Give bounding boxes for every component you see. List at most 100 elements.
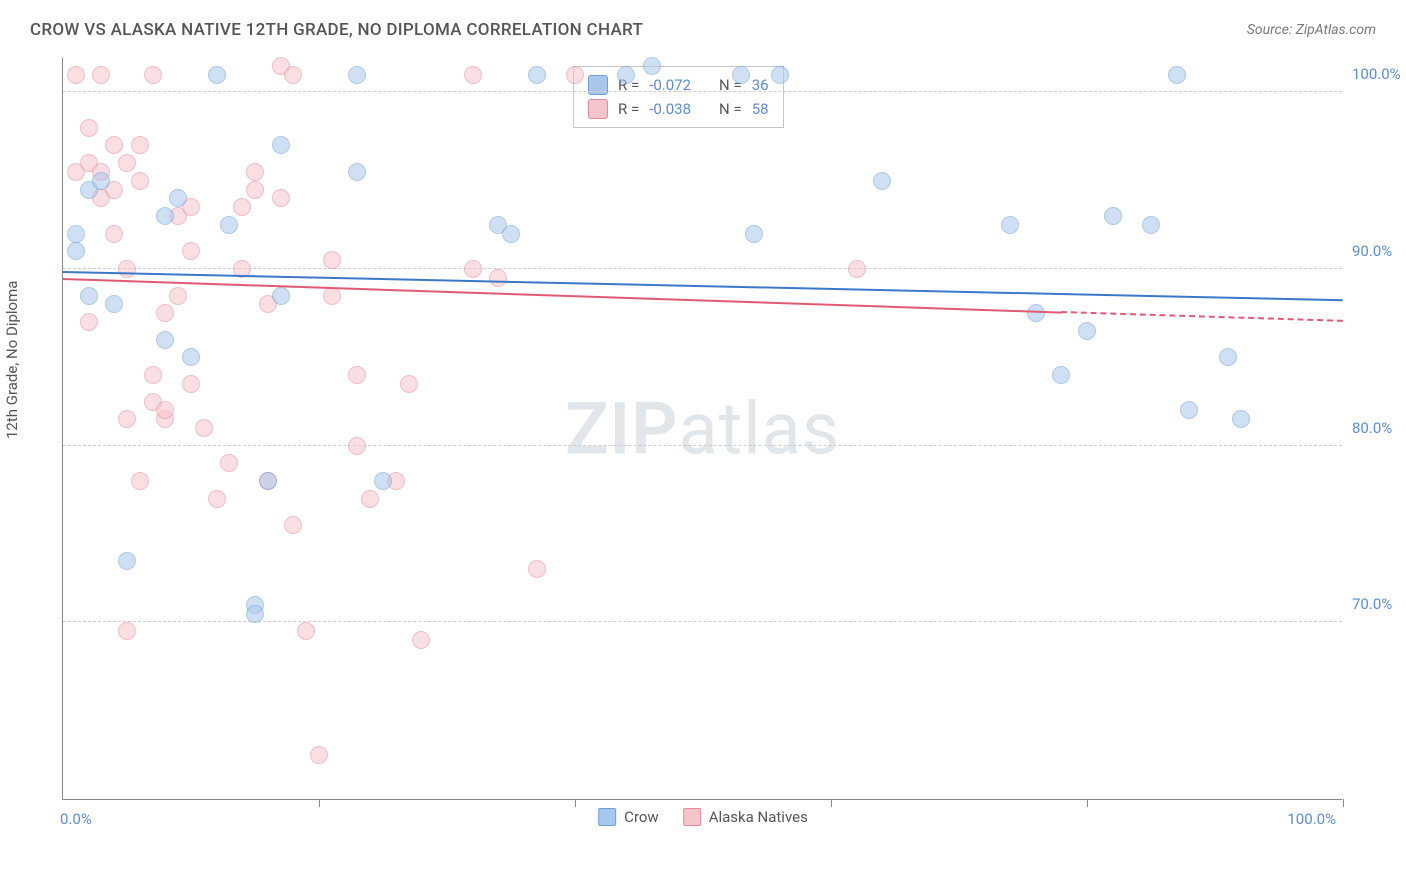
data-point-alaska	[144, 66, 162, 84]
swatch-crow-small	[598, 808, 616, 826]
data-point-crow	[272, 136, 290, 154]
data-point-crow	[169, 189, 187, 207]
data-point-crow	[745, 225, 763, 243]
data-point-alaska	[246, 163, 264, 181]
data-point-crow	[732, 66, 750, 84]
data-point-alaska	[131, 472, 149, 490]
data-point-crow	[1078, 322, 1096, 340]
data-point-alaska	[464, 66, 482, 84]
data-point-alaska	[105, 225, 123, 243]
x-tick	[575, 799, 576, 807]
data-point-alaska	[323, 251, 341, 269]
data-point-alaska	[246, 181, 264, 199]
data-point-crow	[156, 207, 174, 225]
data-point-alaska	[284, 66, 302, 84]
source-attribution: Source: ZipAtlas.com	[1247, 22, 1376, 38]
data-point-alaska	[92, 66, 110, 84]
data-point-alaska	[284, 516, 302, 534]
x-tick	[831, 799, 832, 807]
data-point-alaska	[400, 375, 418, 393]
data-point-crow	[348, 66, 366, 84]
data-point-alaska	[233, 198, 251, 216]
scatter-plot-area: ZIPatlas R = -0.072 N = 36 R = -0.038 N …	[62, 58, 1342, 800]
data-point-alaska	[310, 746, 328, 764]
data-point-crow	[67, 225, 85, 243]
data-point-crow	[220, 216, 238, 234]
data-point-crow	[643, 57, 661, 75]
correlation-legend: R = -0.072 N = 36 R = -0.038 N = 58	[573, 66, 784, 128]
legend-item-crow: Crow	[598, 808, 659, 826]
legend-row-alaska: R = -0.038 N = 58	[588, 97, 769, 121]
gridline	[63, 445, 1342, 446]
data-point-alaska	[566, 66, 584, 84]
data-point-alaska	[412, 631, 430, 649]
data-point-crow	[259, 472, 277, 490]
data-point-alaska	[848, 260, 866, 278]
data-point-crow	[771, 66, 789, 84]
data-point-crow	[1232, 410, 1250, 428]
data-point-crow	[617, 66, 635, 84]
swatch-alaska-small	[683, 808, 701, 826]
y-tick-label: 80.0%	[1352, 419, 1406, 437]
y-tick-label: 100.0%	[1352, 65, 1406, 83]
chart-header: CROW VS ALASKA NATIVE 12TH GRADE, NO DIP…	[30, 20, 1376, 40]
data-point-alaska	[80, 313, 98, 331]
data-point-crow	[92, 172, 110, 190]
data-point-crow	[105, 295, 123, 313]
data-point-crow	[246, 605, 264, 623]
legend-label-alaska: Alaska Natives	[709, 808, 808, 826]
y-tick-label: 70.0%	[1352, 595, 1406, 613]
data-point-crow	[272, 287, 290, 305]
trendline-alaska-extrapolated	[1061, 311, 1343, 322]
data-point-alaska	[118, 260, 136, 278]
data-point-alaska	[131, 172, 149, 190]
data-point-crow	[1168, 66, 1186, 84]
data-point-alaska	[489, 269, 507, 287]
data-point-alaska	[464, 260, 482, 278]
data-point-alaska	[80, 119, 98, 137]
x-tick	[1343, 799, 1344, 807]
data-point-crow	[1219, 348, 1237, 366]
x-axis-label-max: 100.0%	[1287, 810, 1336, 828]
data-point-crow	[80, 287, 98, 305]
data-point-crow	[1104, 207, 1122, 225]
data-point-alaska	[144, 366, 162, 384]
y-tick-label: 90.0%	[1352, 242, 1406, 260]
watermark: ZIPatlas	[565, 386, 840, 471]
data-point-crow	[502, 225, 520, 243]
data-point-crow	[156, 331, 174, 349]
data-point-crow	[1027, 304, 1045, 322]
data-point-crow	[348, 163, 366, 181]
x-axis-label-min: 0.0%	[60, 810, 92, 828]
legend-label-crow: Crow	[624, 808, 659, 826]
data-point-crow	[118, 552, 136, 570]
data-point-alaska	[348, 366, 366, 384]
legend-item-alaska: Alaska Natives	[683, 808, 808, 826]
data-point-crow	[208, 66, 226, 84]
data-point-alaska	[272, 189, 290, 207]
data-point-alaska	[195, 419, 213, 437]
x-tick	[319, 799, 320, 807]
data-point-alaska	[118, 622, 136, 640]
chart-title: CROW VS ALASKA NATIVE 12TH GRADE, NO DIP…	[30, 20, 643, 40]
data-point-alaska	[297, 622, 315, 640]
data-point-crow	[374, 472, 392, 490]
data-point-crow	[182, 348, 200, 366]
swatch-alaska	[588, 99, 608, 119]
data-point-alaska	[118, 154, 136, 172]
data-point-alaska	[528, 560, 546, 578]
data-point-crow	[1052, 366, 1070, 384]
data-point-alaska	[156, 401, 174, 419]
gridline	[63, 91, 1342, 92]
data-point-crow	[1142, 216, 1160, 234]
data-point-crow	[1001, 216, 1019, 234]
data-point-alaska	[105, 136, 123, 154]
data-point-alaska	[169, 287, 187, 305]
data-point-alaska	[208, 490, 226, 508]
data-point-alaska	[67, 66, 85, 84]
data-point-alaska	[182, 242, 200, 260]
data-point-alaska	[182, 375, 200, 393]
data-point-crow	[528, 66, 546, 84]
data-point-crow	[873, 172, 891, 190]
data-point-alaska	[118, 410, 136, 428]
